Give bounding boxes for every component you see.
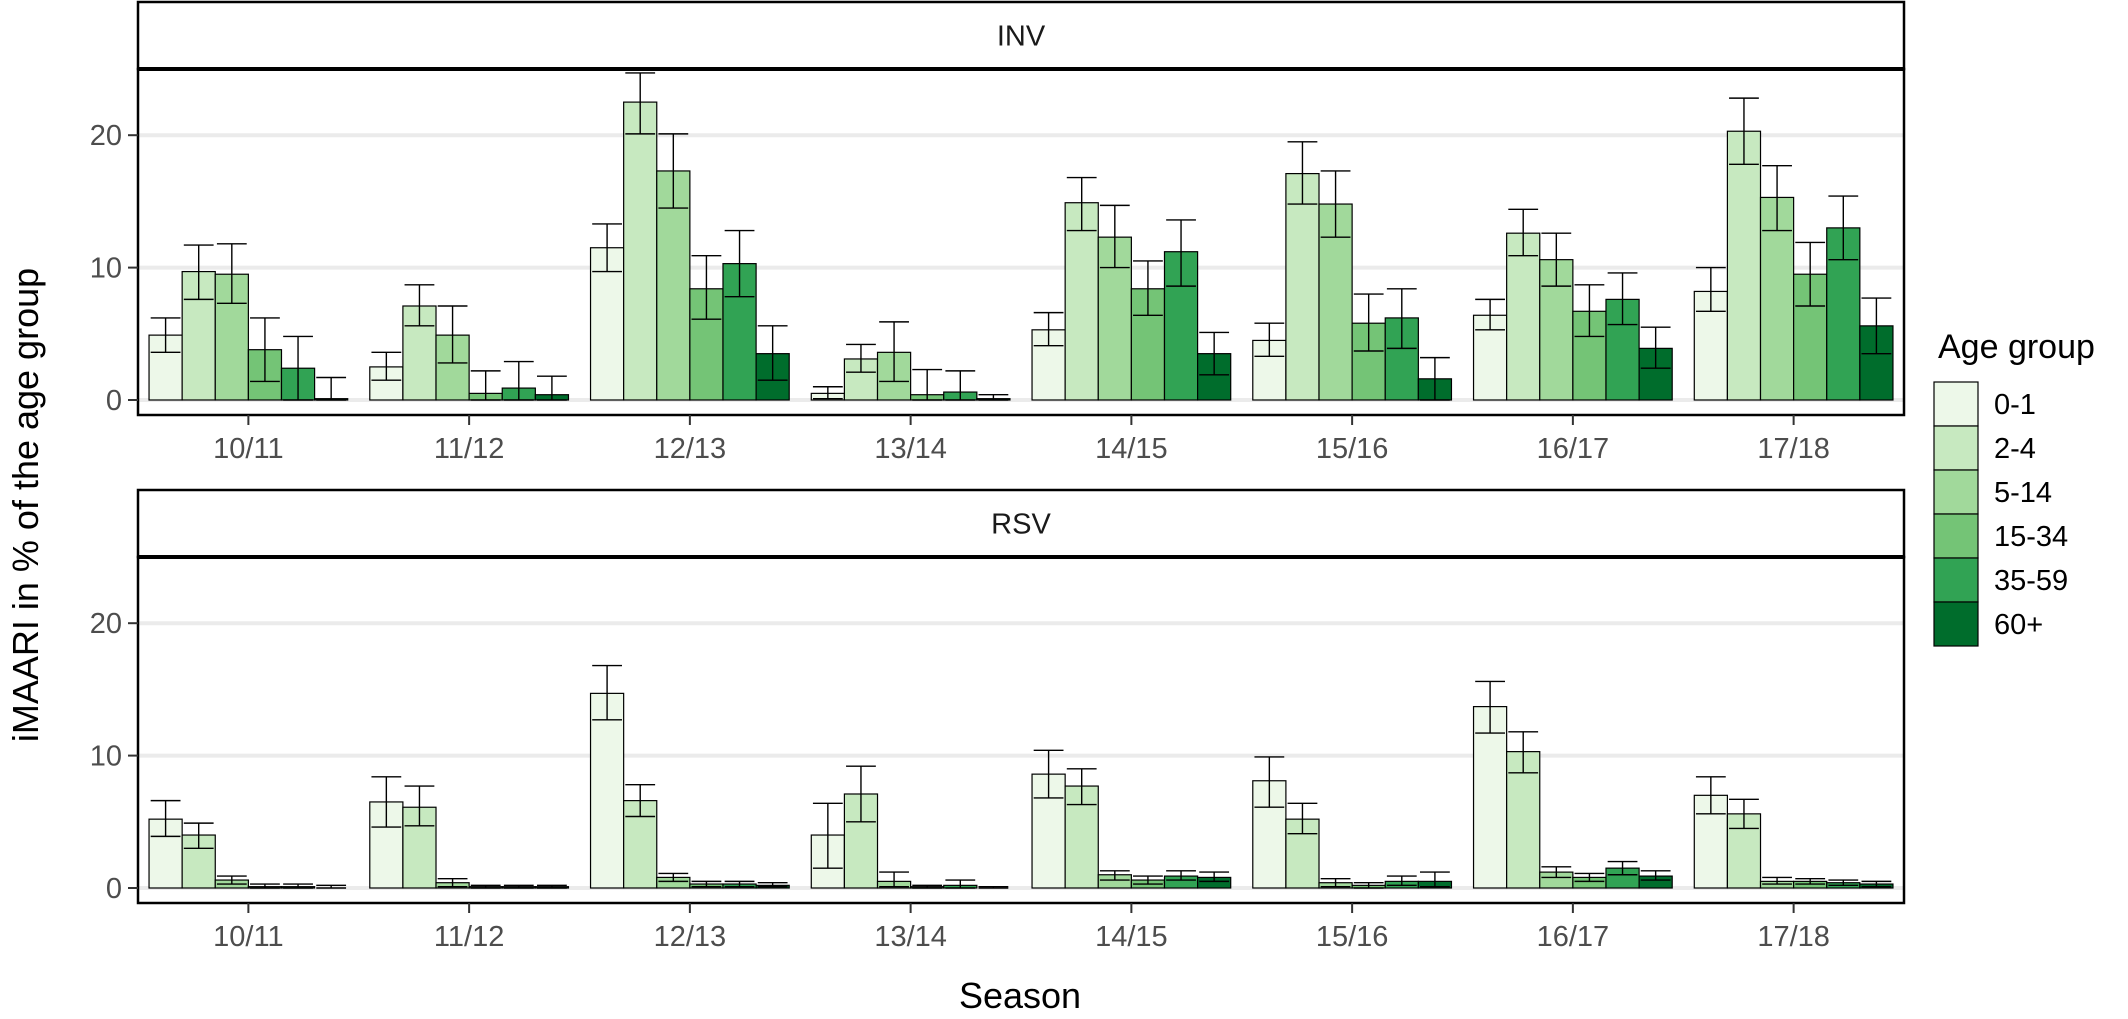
legend-key	[1933, 557, 1979, 603]
y-tick-label: 0	[106, 385, 122, 417]
y-tick-label: 20	[90, 608, 122, 640]
legend: 0-1 2-4 5-14 15-34 35-59 60+	[1933, 381, 2068, 647]
bar-2-4	[1506, 232, 1541, 401]
x-tick-label: 13/14	[874, 433, 947, 465]
x-tick-label: 10/11	[213, 921, 283, 953]
bar-15-34	[1130, 288, 1166, 401]
bar-60+	[1196, 353, 1232, 401]
panel-rsv: RSV 0 10 20 10/11 11/12 12/13 13/14 14/15 15/16 16…	[90, 488, 1906, 953]
x-tick-label: 12/13	[654, 433, 727, 465]
x-tick-label: 16/17	[1537, 921, 1610, 953]
legend-key	[1933, 425, 1979, 471]
bar-2-4	[1064, 202, 1099, 401]
legend-label: 15-34	[1994, 521, 2068, 553]
legend-label: 35-59	[1994, 565, 2068, 597]
bar-2-4	[623, 101, 658, 401]
x-tick-label: 16/17	[1537, 433, 1610, 465]
bar-2-4	[1285, 172, 1320, 401]
strip-box	[136, 488, 1906, 559]
legend-key	[1933, 381, 1979, 427]
x-tick-label: 17/18	[1757, 921, 1830, 953]
strip-label: RSV	[991, 509, 1051, 541]
bar-0-1	[589, 692, 625, 889]
legend-key	[1933, 513, 1979, 559]
x-tick-label: 12/13	[654, 921, 727, 953]
bar-2-4	[402, 305, 437, 401]
bar-2-4	[1726, 813, 1762, 889]
legend-label: 2-4	[1994, 433, 2036, 465]
legend-title: Age group	[1938, 328, 2095, 366]
x-tick-label: 15/16	[1316, 921, 1389, 953]
legend-label: 0-1	[1994, 389, 2036, 421]
legend-label: 5-14	[1994, 477, 2052, 509]
x-tick-label: 15/16	[1316, 433, 1389, 465]
x-tick-label: 17/18	[1757, 433, 1830, 465]
x-tick-label: 11/12	[434, 921, 504, 953]
strip-box	[136, 0, 1906, 71]
legend-label: 60+	[1994, 609, 2043, 641]
bar-0-1	[1472, 706, 1508, 889]
y-axis-title: iMAARI in % of the age group	[5, 268, 46, 742]
x-axis-title: Season	[959, 975, 1081, 1016]
y-tick-label: 10	[90, 253, 122, 285]
panel-inv: INV 0 10 20 10/11 11/12 12/13 13/14 14/15 15/16 16…	[90, 0, 1906, 465]
x-tick-label: 13/14	[874, 921, 947, 953]
panels: INV 0 10 20 10/11 11/12 12/13 13/14 14/15 15/16 16…	[90, 0, 1906, 953]
x-tick-label: 11/12	[434, 433, 504, 465]
legend-key	[1933, 469, 1979, 515]
y-tick-label: 20	[90, 120, 122, 152]
x-tick-label: 10/11	[213, 433, 283, 465]
y-tick-label: 0	[106, 873, 122, 905]
x-tick-label: 14/15	[1095, 921, 1168, 953]
x-tick-label: 14/15	[1095, 433, 1168, 465]
bar-5-14	[656, 170, 691, 401]
bar-2-4	[1726, 130, 1762, 401]
y-tick-label: 10	[90, 741, 122, 773]
legend-key	[1933, 601, 1979, 647]
strip-label: INV	[997, 21, 1046, 53]
